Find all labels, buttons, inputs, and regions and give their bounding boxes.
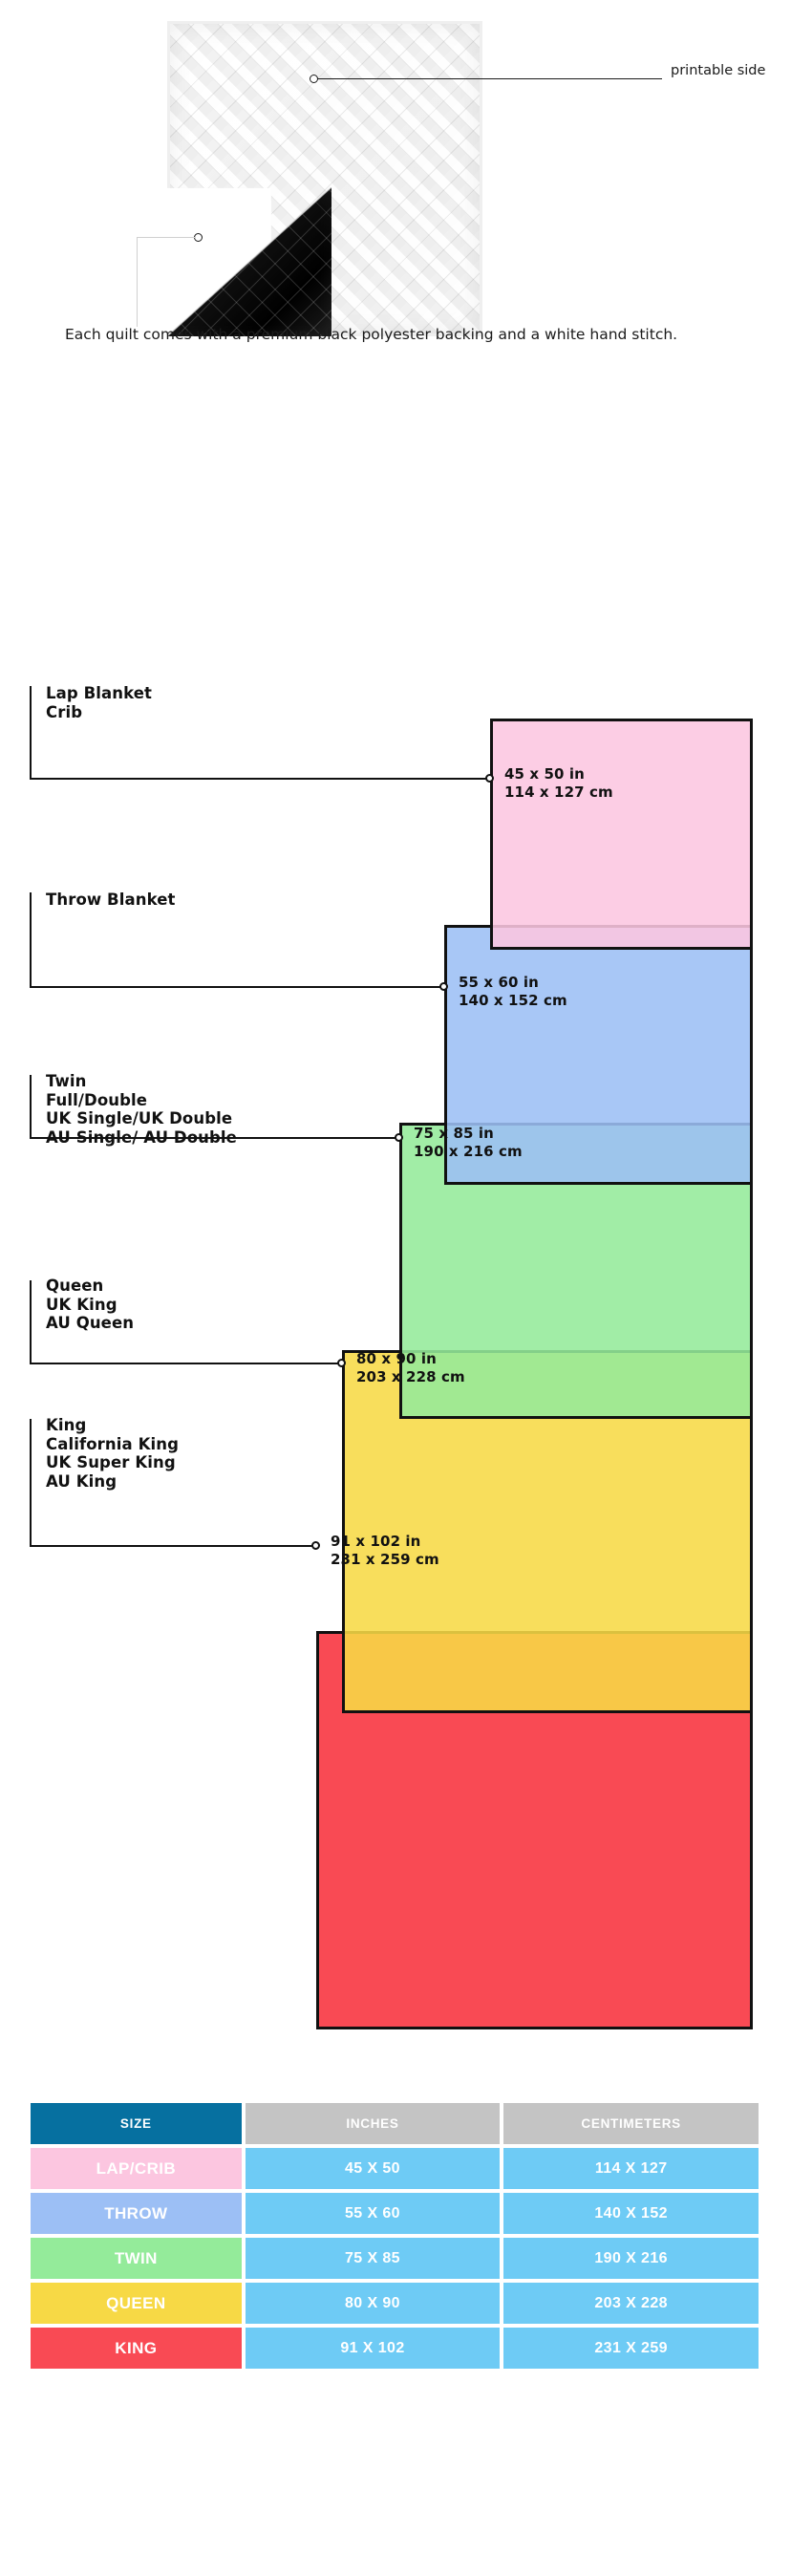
backing-leader-vertical [137, 237, 138, 327]
dimension-label-throw: 55 x 60 in 140 x 152 cm [459, 974, 567, 1009]
table-cell-cm-lap-crib: 114 X 127 [503, 2148, 759, 2189]
table-cell-inches-lap-crib: 45 X 50 [245, 2148, 501, 2189]
group-label-throw: Throw Blanket [46, 891, 176, 909]
table-header-size: SIZE [31, 2103, 242, 2144]
printable-side-label: printable side [671, 63, 766, 78]
table-cell-cm-throw: 140 X 152 [503, 2193, 759, 2234]
group-label-twin: Twin Full/Double UK Single/UK Double AU … [46, 1072, 237, 1147]
table-cell-inches-queen: 80 X 90 [245, 2283, 501, 2324]
table-header-inches: INCHES [245, 2103, 501, 2144]
quilt-fold-edge [167, 187, 331, 336]
table-cell-size-twin: TWIN [31, 2238, 242, 2279]
quilt-caption: Each quilt comes with a premium black po… [65, 326, 678, 343]
size-rect-throw [444, 925, 753, 1185]
dimension-label-twin: 75 x 85 in 190 x 216 cm [414, 1125, 523, 1160]
quilt-image [167, 21, 482, 336]
table-row: THROW 55 X 60 140 X 152 [31, 2193, 759, 2234]
table-cell-size-lap-crib: LAP/CRIB [31, 2148, 242, 2189]
printable-side-leader-line [318, 78, 662, 79]
size-chart-table: SIZE INCHES CENTIMETERS LAP/CRIB 45 X 50… [27, 2099, 762, 2372]
group-label-king: King California King UK Super King AU Ki… [46, 1416, 179, 1491]
table-row: TWIN 75 X 85 190 X 216 [31, 2238, 759, 2279]
table-cell-cm-queen: 203 X 228 [503, 2283, 759, 2324]
printable-side-marker-dot [310, 75, 318, 83]
size-comparison-diagram: Lap Blanket Crib 45 x 50 in 114 x 127 cm… [0, 669, 791, 2083]
table-header-centimeters: CENTIMETERS [503, 2103, 759, 2144]
table-cell-size-throw: THROW [31, 2193, 242, 2234]
dimension-label-king: 91 x 102 in 231 x 259 cm [331, 1533, 439, 1568]
quilt-illustration-section: printable side Each quilt comes with a p… [0, 0, 791, 592]
dimension-label-lap-crib: 45 x 50 in 114 x 127 cm [504, 765, 613, 801]
table-cell-cm-twin: 190 X 216 [503, 2238, 759, 2279]
backing-leader-horizontal [137, 237, 196, 238]
size-table-element: SIZE INCHES CENTIMETERS LAP/CRIB 45 X 50… [27, 2099, 762, 2372]
table-row: KING 91 X 102 231 X 259 [31, 2328, 759, 2369]
table-cell-size-queen: QUEEN [31, 2283, 242, 2324]
size-rect-lap-crib [490, 719, 753, 950]
table-cell-inches-throw: 55 X 60 [245, 2193, 501, 2234]
table-row: LAP/CRIB 45 X 50 114 X 127 [31, 2148, 759, 2189]
table-cell-size-king: KING [31, 2328, 242, 2369]
group-label-lap-crib: Lap Blanket Crib [46, 684, 153, 721]
table-row: QUEEN 80 X 90 203 X 228 [31, 2283, 759, 2324]
dimension-label-queen: 80 x 90 in 203 x 228 cm [356, 1350, 465, 1385]
group-label-queen: Queen UK King AU Queen [46, 1277, 135, 1332]
table-cell-inches-twin: 75 X 85 [245, 2238, 501, 2279]
table-cell-inches-king: 91 X 102 [245, 2328, 501, 2369]
table-cell-cm-king: 231 X 259 [503, 2328, 759, 2369]
table-header-row: SIZE INCHES CENTIMETERS [31, 2103, 759, 2144]
